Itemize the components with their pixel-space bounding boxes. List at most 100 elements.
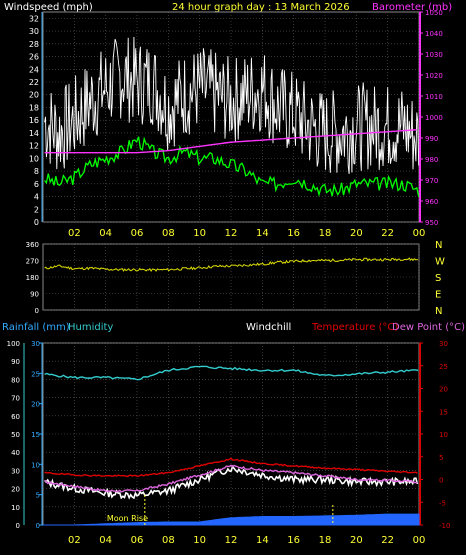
wind-x-tick-label: 16 (287, 228, 300, 239)
rain-y-tick-label: 25 (31, 370, 40, 378)
temp-y-tick-label: 5 (439, 454, 443, 462)
temp-x-tick-label: 22 (381, 535, 394, 546)
wind-y-tick-label: 26 (29, 53, 39, 62)
temp-x-tick-label: 00 (413, 535, 426, 546)
temp-y-tick-label: -5 (439, 499, 446, 507)
direction-compass-label: S (435, 273, 441, 284)
chart-panels: 0246810121416182022242628303295096097098… (7, 9, 451, 546)
direction-compass-label: W (435, 257, 445, 268)
baro-y-tick-label: 1000 (425, 114, 443, 122)
wind-y-tick-label: 22 (29, 78, 39, 87)
wind-y-tick-label: 10 (29, 154, 39, 163)
series-temperature-line (44, 457, 418, 478)
moon-rise-label: Moon Rise (107, 514, 148, 523)
wind-x-tick-label: 14 (256, 228, 269, 239)
humidity-y-tick-label: 50 (11, 431, 20, 439)
direction-y-tick-label: 270 (26, 258, 39, 266)
baro-y-tick-label: 990 (425, 135, 438, 143)
baro-y-tick-label: 1040 (425, 30, 443, 38)
series-humidity-line (44, 365, 419, 381)
humidity-y-tick-label: 0 (16, 522, 20, 530)
temp-y-tick-label: -10 (439, 522, 450, 530)
wind-y-tick-label: 6 (34, 180, 39, 189)
wind-y-tick-label: 28 (29, 40, 39, 49)
rain-y-tick-label: 5 (36, 492, 40, 500)
temp-x-tick-label: 08 (162, 535, 175, 546)
temp-y-tick-label: 10 (439, 431, 448, 439)
rain-y-tick-label: 10 (31, 461, 40, 469)
humidity-y-tick-label: 20 (11, 486, 20, 494)
wind-x-tick-label: 02 (68, 228, 81, 239)
wind-y-tick-label: 8 (34, 167, 39, 176)
humidity-y-tick-label: 80 (11, 376, 20, 384)
wind-y-tick-label: 2 (34, 205, 39, 214)
temp-x-tick-label: 02 (68, 535, 81, 546)
wind-x-tick-label: 22 (381, 228, 394, 239)
baro-y-tick-label: 960 (425, 198, 438, 206)
series-rainfall-area (43, 513, 420, 526)
windspeed-title: Windspeed (mph) (4, 2, 93, 13)
humidity-y-tick-label: 90 (11, 358, 20, 366)
baro-y-tick-label: 950 (425, 219, 438, 227)
wind-y-tick-label: 20 (29, 91, 39, 100)
temp-y-tick-label: 15 (439, 408, 448, 416)
wind-y-tick-label: 18 (29, 103, 39, 112)
rain-y-tick-label: 20 (31, 401, 40, 409)
direction-y-tick-label: 90 (30, 291, 39, 299)
legend-windchill: Windchill (246, 322, 291, 333)
rain-y-tick-label: 15 (31, 431, 40, 439)
wind-x-tick-label: 04 (99, 228, 112, 239)
wind-x-tick-label: 18 (319, 228, 332, 239)
temp-y-tick-label: 0 (439, 477, 443, 485)
wind-x-tick-label: 00 (413, 228, 426, 239)
direction-compass-label: N (435, 240, 442, 251)
barometer-title: Barometer (mb) (372, 2, 452, 13)
humidity-y-tick-label: 70 (11, 395, 20, 403)
temp-x-tick-label: 12 (225, 535, 238, 546)
series-direction-line (44, 257, 419, 272)
legend-humidity: Humidity (68, 322, 113, 333)
humidity-y-tick-label: 10 (11, 504, 20, 512)
humidity-y-tick-label: 60 (11, 413, 20, 421)
baro-y-tick-label: 1050 (425, 9, 443, 17)
baro-y-tick-label: 1010 (425, 93, 443, 101)
series-barometer-line (44, 129, 417, 154)
humidity-y-tick-label: 100 (7, 340, 20, 348)
temp-x-tick-label: 14 (256, 535, 269, 546)
direction-y-tick-label: 0 (35, 307, 39, 315)
direction-y-tick-label: 360 (26, 241, 39, 249)
temp-x-tick-label: 20 (350, 535, 363, 546)
legend-rainfall: Rainfall (mm) (2, 322, 70, 333)
temp-x-tick-label: 18 (319, 535, 332, 546)
wind-x-tick-label: 10 (193, 228, 206, 239)
wind-y-tick-label: 4 (34, 193, 39, 202)
rain-y-tick-label: 0 (36, 522, 40, 530)
wind-y-tick-label: 32 (29, 14, 39, 23)
series-gust-line (44, 36, 420, 175)
legend-temperature: Temperature (°C) (311, 322, 398, 333)
baro-y-tick-label: 980 (425, 156, 438, 164)
temp-x-tick-label: 04 (99, 535, 112, 546)
temp-x-tick-label: 06 (131, 535, 144, 546)
humidity-y-tick-label: 30 (11, 467, 20, 475)
temp-y-tick-label: 30 (439, 340, 448, 348)
baro-y-tick-label: 1030 (425, 51, 443, 59)
wind-x-tick-label: 08 (162, 228, 175, 239)
legend-dewpoint: Dew Point (°C) (392, 322, 465, 333)
rain-y-tick-label: 30 (31, 340, 40, 348)
wind-y-tick-label: 16 (29, 116, 39, 125)
wind-y-tick-label: 14 (29, 129, 39, 138)
direction-compass-label: N (435, 306, 442, 317)
temp-x-tick-label: 10 (193, 535, 206, 546)
series-average-line (44, 136, 420, 198)
temp-y-tick-label: 25 (439, 363, 448, 371)
temp-y-tick-label: 20 (439, 386, 448, 394)
graph-title: 24 hour graph day : 13 March 2026 (172, 2, 350, 13)
series-dewpoint-line (44, 464, 418, 493)
direction-y-tick-label: 180 (26, 274, 39, 282)
wind-x-tick-label: 12 (225, 228, 238, 239)
baro-y-tick-label: 970 (425, 177, 438, 185)
wind-y-tick-label: 30 (29, 27, 39, 36)
baro-y-tick-label: 1020 (425, 72, 443, 80)
